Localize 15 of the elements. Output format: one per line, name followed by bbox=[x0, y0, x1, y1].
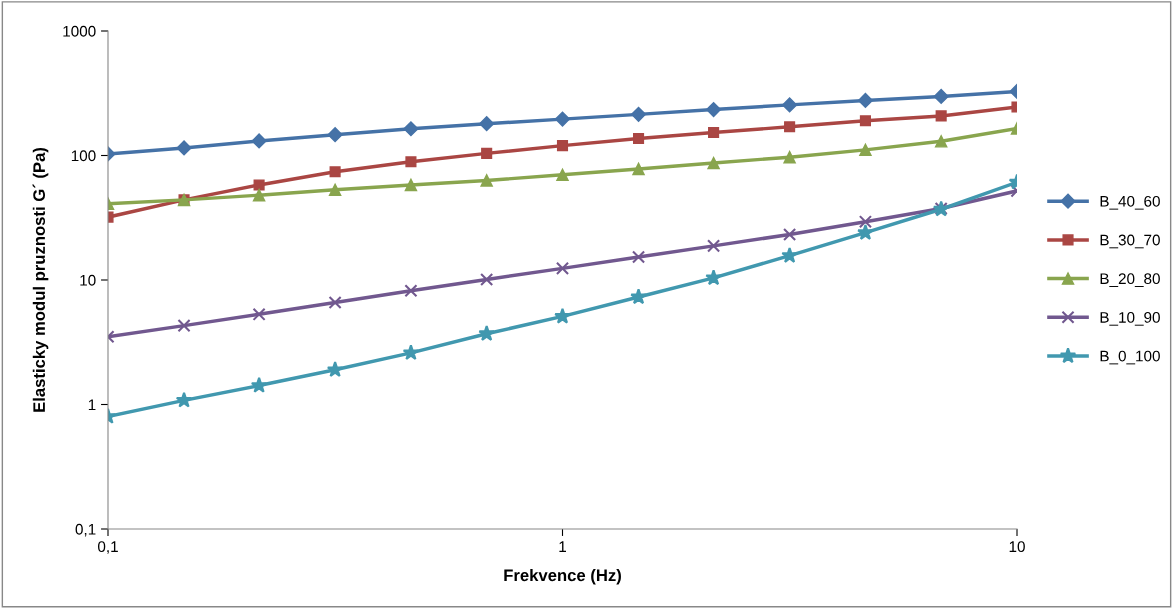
y-tick-label: 0,1 bbox=[75, 523, 96, 537]
y-tick-label: 10 bbox=[80, 274, 96, 286]
x-axis-title: Frekvence (Hz) bbox=[504, 568, 621, 585]
y-tick-label: 1 bbox=[88, 399, 96, 411]
y-tick-label: 100 bbox=[71, 150, 96, 162]
legend-label: B_40_60 bbox=[1100, 195, 1160, 210]
x-tick-label: 0,1 bbox=[97, 541, 118, 554]
x-tick-label: 1 bbox=[559, 541, 566, 552]
legend-label: B_30_70 bbox=[1100, 234, 1160, 249]
legend-label: B_20_80 bbox=[1100, 273, 1160, 287]
y-axis-title: Elasticky modul pruznosti G´ (Pa) bbox=[32, 147, 49, 412]
x-tick-label: 10 bbox=[1009, 541, 1025, 553]
y-tick-label: 1000 bbox=[63, 25, 96, 37]
legend-label: B_10_90 bbox=[1100, 311, 1160, 326]
legend-label: B_0_100 bbox=[1100, 350, 1160, 365]
